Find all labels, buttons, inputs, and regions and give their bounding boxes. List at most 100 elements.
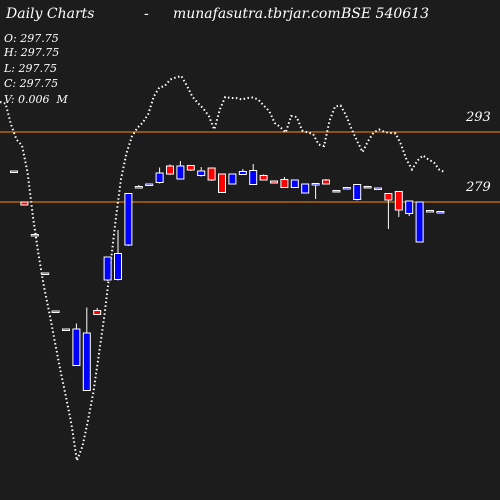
candle-body — [93, 310, 102, 315]
candle-body — [134, 186, 143, 189]
candle-body — [405, 200, 414, 214]
site-name: munafasutra.tbrjar.com — [173, 6, 341, 22]
candle — [197, 167, 206, 177]
candle — [41, 272, 50, 275]
candle-body — [290, 179, 299, 188]
candle — [103, 256, 112, 281]
candle — [426, 210, 434, 213]
candle — [93, 308, 102, 315]
candle-body — [62, 328, 70, 331]
candle-body — [415, 201, 424, 243]
close-value: C: 297.75 — [4, 77, 59, 90]
candle — [280, 177, 289, 188]
candle — [134, 185, 143, 189]
chart-title: Daily Charts — [6, 6, 95, 22]
candle — [145, 183, 154, 186]
candle — [51, 310, 60, 313]
candle-body — [301, 183, 310, 194]
candle-body — [10, 170, 18, 173]
candle — [124, 193, 133, 246]
candle-body — [280, 179, 289, 188]
candle — [353, 184, 362, 201]
candle — [384, 193, 393, 229]
volume-value: V: 0.006 M — [4, 93, 68, 106]
candles — [10, 161, 445, 391]
candle-body — [363, 186, 372, 189]
candle-body — [384, 193, 393, 201]
level-label-upper: 293 — [466, 110, 491, 125]
candle — [342, 187, 351, 190]
symbol-label: BSE 540613 — [341, 6, 429, 22]
candle-body — [103, 256, 112, 281]
candle-body — [270, 180, 278, 184]
candle — [394, 191, 403, 217]
candle — [405, 200, 414, 216]
candle — [363, 186, 372, 189]
candle-body — [155, 172, 164, 183]
candle-body — [436, 211, 445, 214]
candle — [436, 211, 445, 214]
candle-body — [186, 165, 195, 171]
candle-body — [342, 187, 351, 190]
candle — [218, 173, 226, 193]
candle — [374, 187, 382, 190]
moving-average-line — [0, 74, 446, 465]
candle — [82, 307, 91, 391]
candle — [62, 328, 70, 331]
candle-body — [82, 332, 91, 391]
candle-body — [238, 171, 247, 175]
candle — [249, 164, 258, 185]
moving-average-path — [0, 74, 446, 465]
candle — [30, 234, 39, 237]
candle-body — [426, 210, 434, 213]
candle — [155, 167, 164, 184]
candle-body — [249, 170, 258, 185]
candle-body — [218, 173, 226, 193]
candle-body — [41, 272, 50, 275]
candle-body — [30, 234, 39, 237]
candle-body — [207, 167, 216, 181]
candle — [166, 164, 174, 175]
candle — [301, 183, 310, 194]
candle-body — [72, 328, 81, 366]
candle-body — [166, 165, 174, 175]
candle-body — [374, 187, 382, 190]
candle — [332, 190, 341, 193]
candle — [72, 323, 81, 366]
candle — [207, 167, 216, 181]
low-value: L: 297.75 — [4, 62, 57, 75]
candle — [415, 201, 424, 243]
candle-body — [353, 184, 362, 200]
candle-body — [394, 191, 403, 211]
candle-body — [176, 165, 185, 180]
candle — [228, 173, 237, 185]
candle-body — [228, 173, 237, 185]
candle-body — [311, 183, 320, 186]
candle — [186, 165, 195, 171]
candle-body — [322, 179, 330, 185]
candle — [176, 161, 185, 180]
candle-body — [51, 310, 60, 313]
candle — [259, 174, 268, 181]
candle — [114, 230, 122, 281]
candle — [270, 180, 278, 184]
candle — [290, 179, 299, 188]
high-value: H: 297.75 — [4, 46, 60, 59]
candle-body — [145, 183, 154, 186]
candle-body — [124, 193, 133, 246]
level-lines — [0, 131, 500, 203]
candle — [311, 183, 320, 199]
level-label-lower: 279 — [466, 180, 491, 195]
candle-body — [197, 170, 206, 176]
candle — [10, 170, 18, 173]
candle-body — [20, 201, 29, 206]
candle-body — [114, 253, 122, 280]
candle-body — [259, 175, 268, 181]
candle — [322, 179, 330, 185]
open-value: O: 297.75 — [4, 32, 59, 45]
candle — [238, 169, 247, 175]
candle — [20, 201, 29, 206]
candle-body — [332, 190, 341, 193]
